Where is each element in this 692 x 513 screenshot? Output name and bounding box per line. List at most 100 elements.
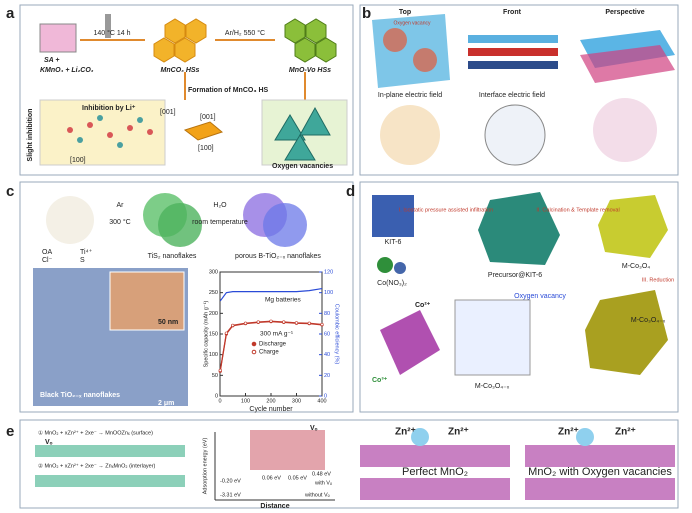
y-tick-label: 100 — [209, 352, 218, 358]
label: TiS₂ nanoflakes — [148, 253, 197, 260]
label: -3.31 eV — [220, 492, 241, 498]
y2-tick-label: 0 — [324, 393, 327, 399]
label: 2 μm — [158, 400, 174, 407]
legend-label: Charge — [259, 350, 279, 356]
plot-frame — [219, 271, 323, 397]
label: [001] — [200, 114, 216, 121]
label: Formation of MnCO₃ HS — [188, 87, 269, 94]
data-point — [256, 320, 260, 324]
label: porous B-TiO₂₋ₓ nanoflakes — [235, 253, 321, 260]
y2-tick-label: 40 — [324, 352, 330, 358]
label: -0.20 eV — [220, 478, 241, 484]
capacity-chart: 0 50 100 150 200 250 300 0 20 40 60 80 100 120 0 100 200… — [203, 269, 339, 412]
data-point — [320, 322, 324, 327]
label: Perspective — [605, 9, 644, 16]
label: MnCO₃ HSs — [161, 67, 200, 74]
label: 300 °C — [109, 218, 130, 226]
data-point — [282, 320, 286, 324]
x-tick-label: 0 — [218, 398, 221, 404]
label: Slight inhibition — [27, 109, 34, 162]
label: Top — [399, 9, 411, 16]
data-point — [218, 368, 222, 372]
label: Zn²⁺ — [558, 427, 579, 438]
label: III. Reduction — [642, 277, 674, 283]
y-tick-label: 150 — [209, 331, 218, 337]
panel-frame — [19, 181, 354, 413]
annotation: 300 mA g⁻¹ — [260, 331, 294, 338]
data-point — [294, 321, 299, 325]
label: MnO-Vo HSs — [289, 67, 331, 74]
y2-tick-label: 60 — [324, 331, 330, 337]
label: 0.06 eV — [262, 475, 281, 481]
panel-e-art — [35, 428, 675, 501]
label: 0.05 eV — [288, 475, 307, 481]
label: MnO₂ with Oxygen vacancies — [528, 466, 672, 478]
data-point — [231, 323, 235, 327]
label: 50 nm — [158, 319, 178, 326]
label: 0.48 eV — [312, 471, 331, 477]
label: Co³⁺ — [372, 377, 388, 384]
panel-frame — [359, 4, 679, 176]
label: Co²⁺ — [415, 302, 431, 309]
label: H₂O — [213, 202, 227, 209]
y2-tick-label: 100 — [324, 290, 333, 296]
panel-label: c — [6, 183, 14, 200]
label: Co(NO₃)₂ — [377, 280, 407, 287]
legend-label: Discharge — [259, 342, 287, 348]
data-point — [269, 319, 273, 323]
label: Vₒ — [45, 439, 53, 446]
y-axis-label: Specific capacity (mAh g⁻¹) — [203, 300, 209, 367]
x-tick-label: 400 — [317, 398, 326, 404]
panel-frame — [19, 4, 354, 176]
panel-frame — [359, 181, 679, 413]
panel-label: e — [6, 423, 14, 440]
panel-label: a — [6, 5, 15, 22]
y-tick-label: 50 — [212, 373, 218, 379]
y2-tick-label: 120 — [324, 269, 333, 275]
legend-marker — [251, 341, 257, 347]
label: Vₒ — [310, 425, 318, 432]
panel-b-art — [372, 14, 675, 166]
data-point — [224, 331, 228, 335]
label: Ar — [117, 202, 125, 209]
label: M-Co₃O₄₋ₓ — [475, 383, 510, 390]
label: ① MnO₂ + xZn²⁺ + 2xe⁻ → MnOOZnₓ (surface… — [38, 429, 153, 436]
label: room temperature — [192, 219, 248, 226]
label: Black TiO₂₋ₓ nanoflakes — [40, 392, 120, 399]
y2-tick-label: 80 — [324, 311, 330, 317]
data-point — [307, 321, 311, 325]
label: [100] — [198, 145, 214, 152]
label: Inhibition by Li⁺ — [82, 105, 136, 112]
label: Precursor@KIT-6 — [488, 272, 542, 279]
panel-frame — [19, 419, 679, 509]
label: KIT-6 — [385, 239, 402, 246]
label: Ar/H₂ 550 °C — [225, 29, 265, 37]
y-tick-label: 200 — [209, 311, 218, 317]
y-tick-label: 250 — [209, 290, 218, 296]
x-tick-label: 100 — [241, 398, 250, 404]
label: S — [80, 257, 85, 264]
label: I. Isostatic pressure assisted infiltrat… — [399, 207, 493, 213]
series-line — [219, 320, 323, 371]
label: without Vₒ — [304, 492, 330, 498]
y2-tick-label: 20 — [324, 373, 330, 379]
label: Zn²⁺ — [448, 427, 469, 438]
label: Zn²⁺ — [615, 427, 636, 438]
legend-marker — [251, 349, 257, 355]
label: Perfect MnO₂ — [402, 466, 468, 478]
label: 140 °C 14 h — [93, 29, 130, 37]
label: Interface electric field — [479, 92, 545, 99]
x-axis-label: Cycle number — [249, 406, 293, 413]
label: [100] — [70, 157, 86, 164]
data-point — [243, 321, 248, 325]
label: Cl⁻ — [42, 257, 53, 264]
label: Zn²⁺ — [395, 427, 416, 438]
label: M-Co₃O₄₋ₓ — [631, 317, 666, 324]
annotation: Mg batteries — [265, 297, 302, 304]
y-tick-label: 0 — [215, 393, 218, 399]
label: M-Co₃O₄ — [622, 263, 650, 270]
label: Front — [503, 9, 522, 16]
panel-d-art — [372, 192, 668, 376]
label: Adsorption energy (eV) — [202, 438, 208, 495]
label: Oxygen vacancy — [394, 20, 431, 26]
